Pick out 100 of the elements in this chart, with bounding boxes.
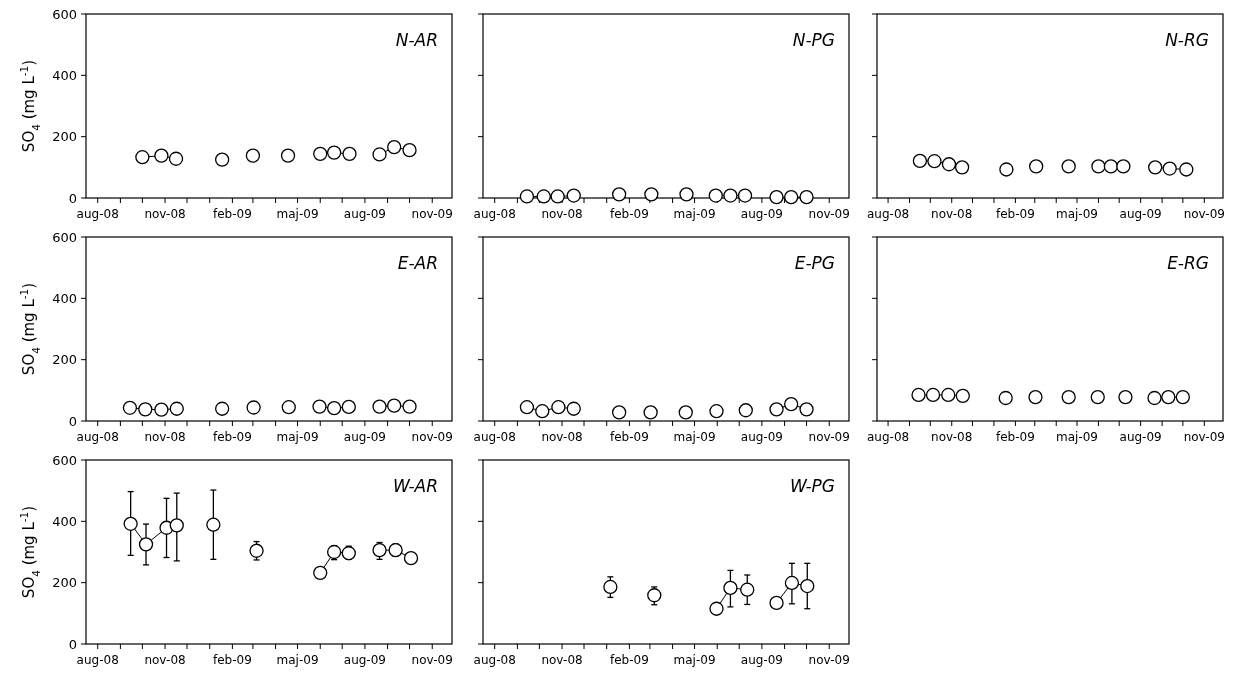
point — [342, 146, 357, 161]
point — [1061, 159, 1076, 174]
text: W-PG — [789, 476, 835, 496]
x-tick-label: aug-08 — [76, 653, 119, 667]
x-tick-label: nov-09 — [411, 653, 453, 667]
x-tick-label: maj-09 — [673, 207, 716, 221]
x-tick-label: aug-09 — [740, 430, 783, 444]
point — [206, 517, 221, 532]
x-tick-label: feb-09 — [995, 430, 1035, 444]
x-tick-label: aug-08 — [866, 207, 910, 221]
point — [341, 546, 356, 561]
point — [169, 518, 184, 533]
x-tick-label: maj-09 — [276, 430, 319, 444]
point — [566, 401, 581, 416]
point — [799, 402, 814, 417]
y-tick-label: 200 — [52, 129, 77, 145]
x-tick-label: nov-08 — [541, 430, 583, 444]
x-tick-label: aug-08 — [76, 207, 119, 221]
x-tick-label: nov-08 — [541, 653, 583, 667]
point — [784, 575, 800, 591]
y-tick-label: 200 — [52, 575, 77, 591]
point — [800, 578, 815, 594]
text: N-RG — [1165, 30, 1209, 50]
x-tick-label: feb-09 — [995, 207, 1035, 221]
point — [954, 160, 970, 175]
x-tick-label: feb-09 — [609, 207, 649, 221]
point — [313, 565, 328, 580]
point — [215, 152, 230, 167]
x-tick-label: nov-09 — [411, 207, 453, 221]
point — [327, 145, 342, 160]
point — [1029, 159, 1044, 174]
point — [327, 544, 342, 560]
x-tick-label: aug-08 — [76, 430, 119, 444]
text: E-RG — [1167, 253, 1209, 273]
point — [372, 147, 387, 162]
point — [1116, 159, 1131, 174]
point — [678, 405, 693, 420]
x-tick-label: nov-09 — [1183, 430, 1225, 444]
x-tick-label: maj-09 — [276, 207, 319, 221]
point — [403, 550, 419, 566]
point — [927, 154, 942, 169]
x-tick-label: maj-09 — [1056, 207, 1098, 221]
text: N-PG — [792, 30, 835, 50]
x-tick-label: aug-08 — [473, 430, 516, 444]
point — [740, 582, 755, 597]
text: E-PG — [794, 253, 835, 273]
x-tick-label: nov-09 — [808, 207, 850, 221]
x-tick-label: feb-09 — [609, 653, 649, 667]
point — [999, 162, 1014, 177]
x-tick-label: nov-08 — [144, 653, 186, 667]
point — [738, 403, 753, 418]
point — [1162, 161, 1177, 176]
x-tick-label: nov-08 — [144, 207, 186, 221]
point — [154, 148, 169, 163]
point — [1179, 162, 1194, 177]
x-tick-label: nov-09 — [1183, 207, 1225, 221]
x-tick-label: nov-09 — [411, 430, 453, 444]
point — [535, 404, 550, 419]
x-tick-label: nov-08 — [931, 207, 973, 221]
x-tick-label: aug-08 — [473, 653, 516, 667]
x-tick-label: maj-09 — [673, 653, 716, 667]
text: E-AR — [397, 253, 438, 273]
x-tick-label: aug-09 — [343, 430, 386, 444]
x-tick-label: feb-09 — [212, 207, 252, 221]
point — [551, 400, 566, 415]
x-tick-label: aug-09 — [343, 653, 386, 667]
point — [402, 143, 417, 158]
y-tick-label: 600 — [52, 229, 77, 245]
point — [612, 405, 627, 420]
point — [643, 405, 658, 420]
point — [769, 595, 784, 611]
point — [784, 396, 799, 412]
point — [1148, 160, 1163, 175]
x-tick-label: feb-09 — [212, 430, 252, 444]
point — [1091, 159, 1106, 174]
point — [647, 588, 662, 603]
y-tick-label: 0 — [68, 413, 77, 429]
y-tick-label: 400 — [52, 513, 77, 529]
x-tick-label: maj-09 — [673, 430, 716, 444]
point — [135, 150, 150, 165]
point — [603, 579, 618, 595]
x-tick-label: nov-08 — [931, 430, 973, 444]
y-tick-label: 600 — [52, 452, 77, 468]
point — [168, 151, 184, 166]
x-tick-label: maj-09 — [1056, 430, 1098, 444]
text: N-AR — [395, 30, 438, 50]
x-tick-label: feb-09 — [212, 653, 252, 667]
x-tick-label: aug-08 — [866, 430, 910, 444]
x-tick-label: nov-09 — [808, 653, 850, 667]
point — [123, 516, 138, 531]
point — [387, 139, 402, 155]
x-tick-label: maj-09 — [276, 653, 319, 667]
x-tick-label: nov-08 — [144, 430, 186, 444]
x-tick-label: aug-09 — [740, 207, 783, 221]
y-tick-label: 400 — [52, 67, 77, 83]
point — [769, 402, 784, 417]
point — [709, 404, 724, 419]
x-tick-label: aug-09 — [1119, 430, 1162, 444]
point — [280, 148, 296, 163]
point — [138, 537, 154, 552]
